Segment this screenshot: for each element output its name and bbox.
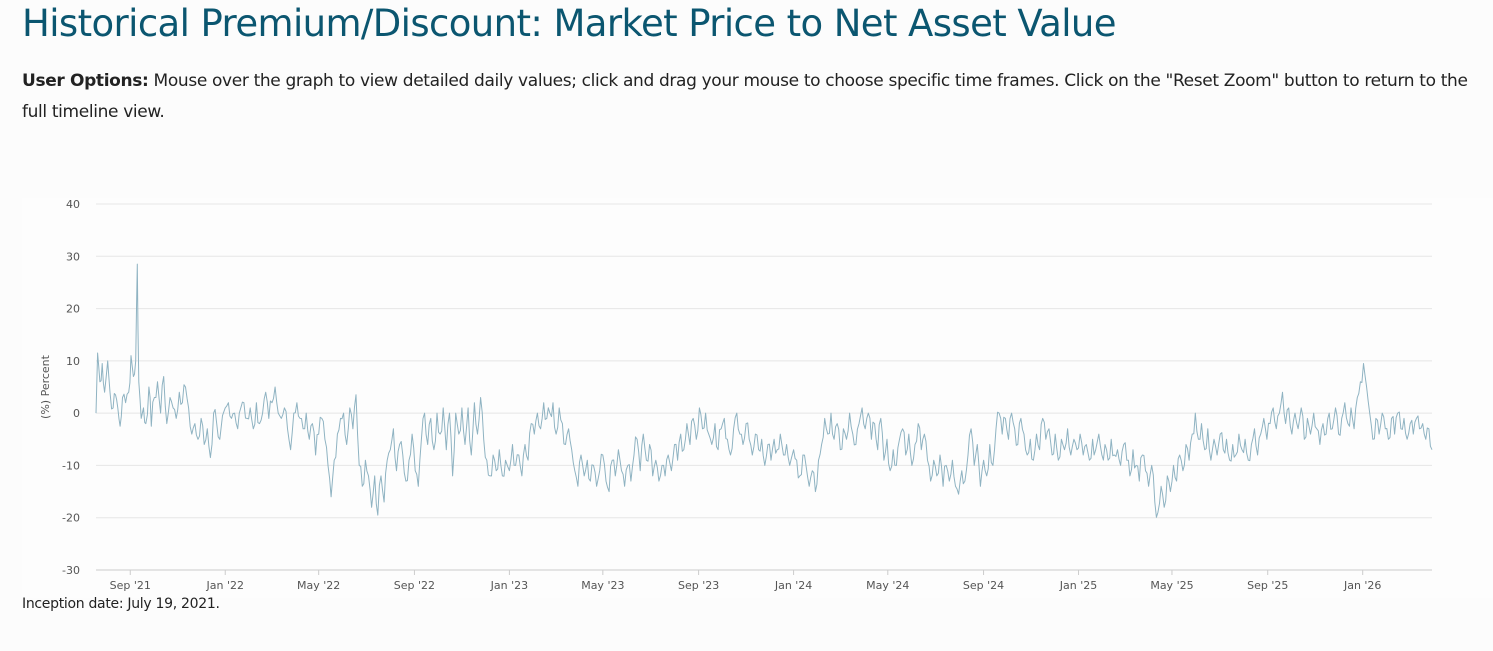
y-tick-label: 30 [66, 250, 80, 263]
page-title: Historical Premium/Discount: Market Pric… [22, 2, 1117, 45]
x-tick-label: Jan '26 [1343, 579, 1381, 592]
x-tick-label: Sep '21 [110, 579, 151, 592]
inception-date: Inception date: July 19, 2021. [22, 596, 220, 612]
x-tick-label: Sep '24 [963, 579, 1004, 592]
x-tick-label: Jan '24 [774, 579, 812, 592]
x-tick-label: Sep '25 [1247, 579, 1288, 592]
premium-discount-series-line[interactable] [95, 263, 1433, 518]
x-tick-label: Sep '22 [394, 579, 435, 592]
x-tick-label: Sep '23 [678, 579, 719, 592]
user-options-text: User Options: Mouse over the graph to vi… [22, 66, 1490, 128]
y-tick-label: 0 [73, 407, 80, 420]
y-tick-label: 40 [66, 198, 80, 211]
x-tick-label: Jan '22 [205, 579, 243, 592]
y-tick-label: -20 [62, 512, 80, 525]
y-tick-label: 10 [66, 355, 80, 368]
y-tick-label: -10 [62, 459, 80, 472]
chart-svg[interactable]: 40 30 20 10 0 -10 -20 -30 Sep '21 Jan '22 May '22… [22, 198, 1493, 598]
user-options-description: Mouse over the graph to view detailed da… [22, 71, 1468, 122]
x-axis-ticks: Sep '21 Jan '22 May '22 Sep '22 Jan '23 May '… [110, 570, 1381, 592]
user-options-label: User Options: [22, 71, 149, 91]
y-axis-ticks: 40 30 20 10 0 -10 -20 -30 [62, 198, 80, 577]
x-tick-label: May '25 [1150, 579, 1193, 592]
x-tick-label: May '23 [581, 579, 624, 592]
y-axis-title: (%) Percent [39, 354, 52, 419]
x-tick-label: Jan '23 [490, 579, 528, 592]
y-tick-label: 20 [66, 303, 80, 316]
premium-discount-chart[interactable]: 40 30 20 10 0 -10 -20 -30 Sep '21 Jan '22 May '22… [22, 198, 1493, 598]
x-tick-label: May '24 [866, 579, 909, 592]
y-tick-label: -30 [62, 564, 80, 577]
x-tick-label: May '22 [297, 579, 340, 592]
grid-lines [96, 203, 1432, 571]
x-tick-label: Jan '25 [1059, 579, 1097, 592]
